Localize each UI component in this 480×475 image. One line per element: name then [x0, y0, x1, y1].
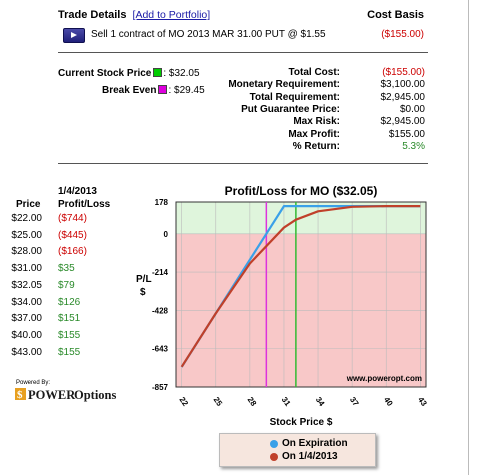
y-tick-label: -643 — [152, 345, 169, 354]
x-tick-label: 31 — [280, 395, 293, 408]
order-text: Sell 1 contract of MO 2013 MAR 31.00 PUT… — [91, 29, 326, 40]
pl-chart: Profit/Loss for MO ($32.05) 178 0 -214 -428 -… — [126, 182, 456, 433]
x-tick-label: 28 — [246, 395, 259, 408]
table-pl-header: Profit/Loss — [58, 199, 111, 210]
x-tick-label: 25 — [212, 395, 225, 408]
summary-label: Total Requirement: — [249, 91, 340, 103]
current-price-label: Current Stock Price — [58, 68, 152, 79]
svg-text:Options: Options — [74, 388, 117, 402]
chart-legend: On Expiration On 1/4/2013 — [219, 433, 376, 467]
table-row-pl: ($744) — [58, 213, 87, 224]
current-price-value: : $32.05 — [163, 68, 200, 79]
x-tick-label: 40 — [382, 395, 395, 408]
summary-value: $2,945.00 — [380, 91, 426, 103]
svg-text:$: $ — [17, 389, 23, 401]
table-row-pl: $151 — [58, 313, 81, 325]
table-row-price: $28.00 — [11, 246, 42, 258]
cost-basis-header: Cost Basis — [367, 9, 424, 21]
poweroptions-logo-mark: $ POWER Options — [15, 388, 117, 402]
order-cost: ($155.00) — [381, 29, 424, 40]
table-row-price: $31.00 — [11, 263, 42, 275]
series-line-current — [180, 205, 421, 368]
summary-label: Max Risk: — [293, 116, 340, 128]
x-tick-label: 37 — [348, 395, 361, 408]
add-to-portfolio-link[interactable]: [Add to Portfolio] — [132, 9, 211, 21]
break-even-swatch — [158, 85, 168, 95]
table-row-pl: $35 — [58, 263, 75, 275]
summary-label: % Return: — [292, 140, 340, 152]
y-axis-label-unit: $ — [140, 287, 146, 298]
legend-dot — [270, 440, 278, 448]
break-even-value: : $29.45 — [168, 85, 205, 96]
legend-dot — [270, 453, 278, 461]
watermark: www.poweropt.com — [346, 374, 422, 383]
x-tick-label: 22 — [177, 395, 190, 408]
y-tick-label: -214 — [152, 268, 169, 277]
trade-details-title: Trade Details [Add to Portfolio] — [58, 9, 210, 21]
summary-label: Monetary Requirement: — [228, 79, 340, 91]
table-row-pl: ($166) — [58, 246, 87, 258]
table-row-price: $22.00 — [11, 213, 42, 224]
table-row-price: $43.00 — [11, 346, 42, 358]
y-tick-label: -857 — [152, 383, 169, 392]
summary-value: $3,100.00 — [380, 79, 426, 91]
y-tick-label: 0 — [164, 230, 169, 239]
divider-middle — [58, 163, 428, 164]
summary-value: $2,945.00 — [380, 116, 426, 128]
pl-chart-svg: Profit/Loss for MO ($32.05) 178 0 -214 -428 -… — [136, 184, 429, 428]
table-row-pl: $155 — [58, 329, 81, 341]
table-row-price: $32.05 — [11, 279, 42, 291]
summary-value: $0.00 — [399, 103, 425, 115]
y-tick-label: -428 — [152, 306, 169, 315]
x-axis-label: Stock Price $ — [270, 417, 333, 428]
trade-details-label: Trade Details — [58, 9, 127, 21]
table-row-pl: $155 — [58, 346, 81, 358]
table-row-pl: $79 — [58, 279, 75, 291]
table-row-price: $37.00 — [11, 313, 42, 325]
plot-border — [175, 201, 427, 388]
table-row-pl: $126 — [58, 296, 81, 308]
table-row-pl: ($445) — [58, 229, 87, 241]
play-icon[interactable] — [63, 28, 85, 43]
divider-top — [58, 52, 428, 53]
poweroptions-logo: $ POWER Options — [15, 387, 135, 402]
powered-by-label: Powered By: — [16, 380, 51, 386]
break-even: Break Even : $29.45 — [102, 85, 205, 96]
summary-label: Max Profit: — [288, 128, 340, 140]
chart-title: Profit/Loss for MO ($32.05) — [225, 184, 378, 198]
table-date-header: 1/4/2013 — [58, 186, 97, 197]
x-tick-label: 34 — [314, 395, 327, 408]
table-row-price: $25.00 — [11, 229, 42, 241]
current-stock-price: Current Stock Price : $32.05 — [58, 68, 200, 79]
legend-label: On 1/4/2013 — [282, 451, 338, 462]
y-tick-label: 178 — [155, 198, 169, 207]
summary-label: Total Cost: — [288, 67, 340, 78]
current-price-swatch — [153, 68, 163, 78]
table-price-header: Price — [16, 199, 41, 210]
table-row-price: $40.00 — [11, 329, 42, 341]
summary-label: Put Guarantee Price: — [241, 103, 340, 115]
svg-text:POWER: POWER — [28, 388, 76, 402]
summary-value: 5.3% — [402, 140, 425, 152]
right-border — [468, 0, 469, 475]
summary-value: ($155.00) — [382, 67, 425, 78]
break-even-label: Break Even — [102, 85, 157, 96]
legend-label: On Expiration — [282, 438, 348, 449]
y-axis-label: P/L — [136, 274, 152, 285]
x-tick-label: 43 — [416, 395, 429, 408]
table-row-price: $34.00 — [11, 296, 42, 308]
summary-value: $155.00 — [388, 128, 425, 140]
